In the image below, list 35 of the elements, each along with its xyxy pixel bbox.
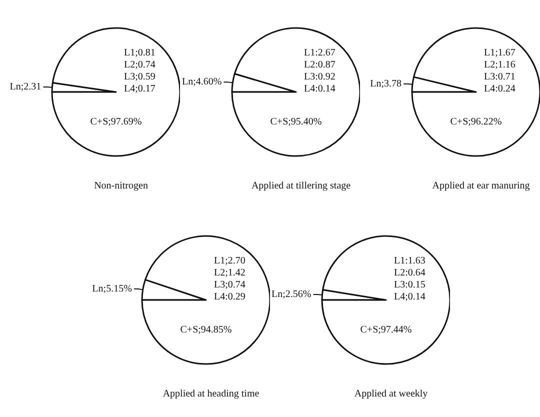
text: L3;0.74 — [214, 280, 246, 290]
text: L3;0.59 — [124, 72, 156, 82]
text: L1;1.67 — [484, 48, 516, 58]
text: Applied at heading time — [162, 388, 260, 400]
text: L2:0.87 — [304, 60, 336, 70]
text: L1:2.67 — [304, 48, 336, 58]
slice-label: C+S;95.40% — [270, 116, 322, 128]
text: L2;1.42 — [214, 268, 246, 278]
text: Applied at tillering stage — [251, 180, 352, 192]
slice-label: C+S;94.85% — [180, 324, 232, 336]
text: L4;0.17 — [124, 84, 156, 94]
text: L4:0.24 — [484, 84, 516, 94]
slice-label: Ln;5.15% — [92, 283, 132, 294]
slice-label: Ln;2.56% — [272, 288, 312, 300]
text: L1;0.81 — [124, 48, 156, 58]
text: L1;2.70 — [214, 256, 246, 266]
slice-label: C+S;97.44% — [360, 324, 412, 336]
slice-label: C+S;96.22% — [450, 116, 502, 128]
slice-label: Ln;2.31 — [10, 81, 42, 92]
slice-label: C+S;97.69% — [90, 116, 142, 128]
text: L4:0.14 — [304, 84, 336, 94]
text: L4;0.14 — [394, 292, 426, 302]
text: Non-nitrogen — [94, 180, 148, 192]
text: L3:0.71 — [484, 72, 516, 82]
slice-label: Ln;4.60% — [182, 76, 222, 88]
text: L2;1.16 — [484, 60, 516, 70]
text: L4:0.29 — [214, 292, 246, 302]
text: Applied at weekly — [354, 388, 428, 400]
text: Applied at ear manuring — [432, 180, 530, 192]
text: L2:0.64 — [394, 268, 426, 278]
text: L1:1.63 — [394, 256, 426, 266]
slice-label: Ln;3.78 — [370, 78, 402, 90]
text: L3:0.15 — [394, 280, 426, 290]
text: L3:0.92 — [304, 72, 336, 82]
text: L2;0.74 — [124, 60, 156, 70]
